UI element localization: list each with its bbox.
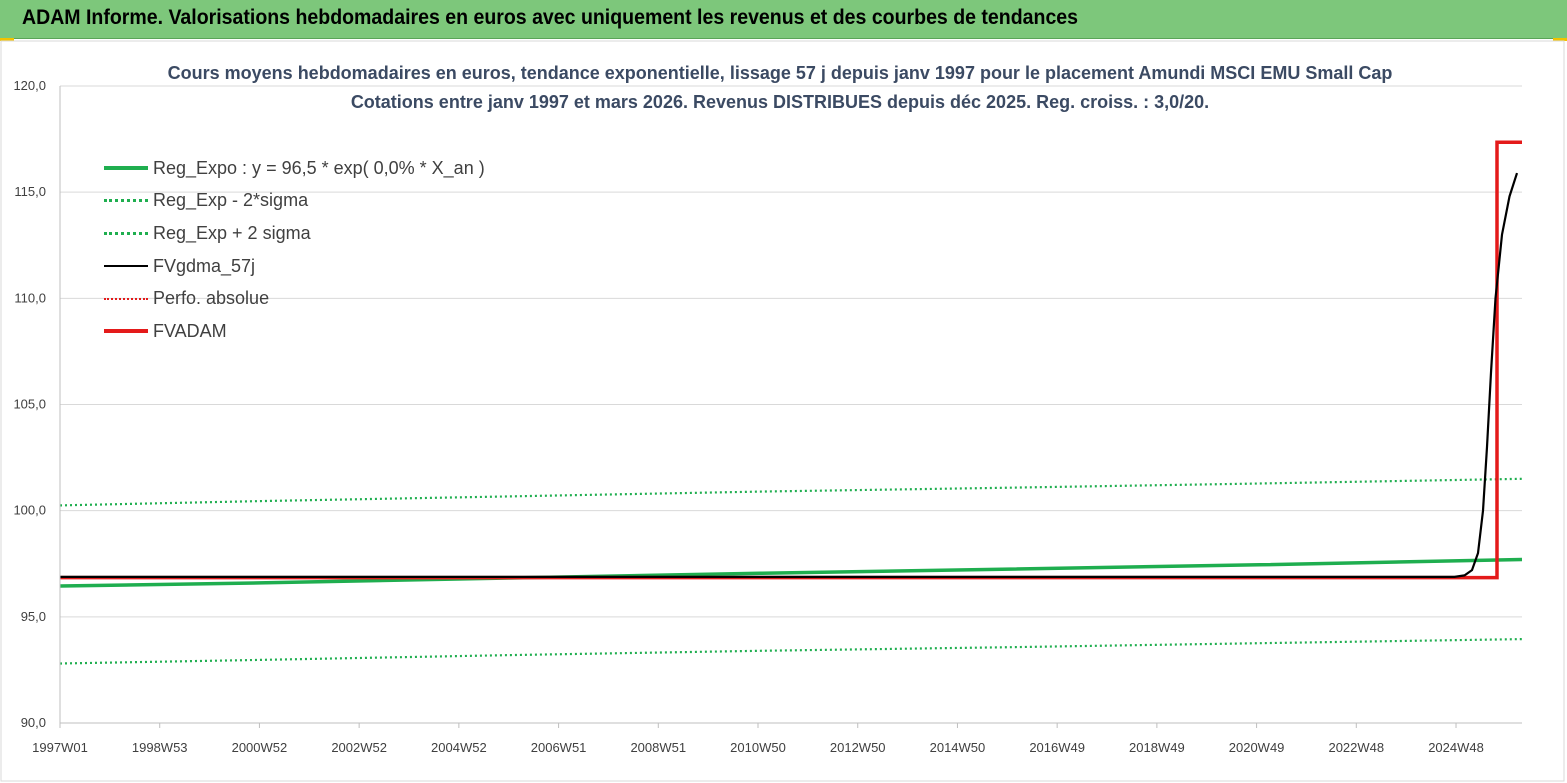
y-tick-label: 105,0 <box>13 397 46 412</box>
legend-item-perfo-absolue: Perfo. absolue <box>104 282 485 315</box>
legend-swatch <box>104 265 148 268</box>
legend-label: Reg_Exp + 2 sigma <box>153 222 311 243</box>
x-tick-label: 2006W51 <box>531 740 587 755</box>
legend-swatch <box>104 231 148 235</box>
legend-swatch <box>104 166 148 171</box>
report-title: ADAM Informe. Valorisations hebdomadaire… <box>22 6 1079 29</box>
legend-item-fvgdma: FVgdma_57j <box>104 250 485 283</box>
axes: 90,0 95,0 100,0 105,0 110,0 115,0 120,0 1997W01… <box>13 78 1522 755</box>
legend-swatch <box>104 297 148 300</box>
legend-item-reg-expo: Reg_Expo : y = 96,5 * exp( 0,0% * X_an ) <box>104 152 485 185</box>
x-tick-label: 1997W01 <box>32 740 88 755</box>
legend-swatch <box>104 199 148 203</box>
legend-item-fvadam: FVADAM <box>104 315 485 348</box>
x-tick-label: 2004W52 <box>431 740 487 755</box>
x-tick-label: 2016W49 <box>1029 740 1085 755</box>
x-tick-label: 2008W51 <box>630 740 686 755</box>
x-tick-label: 2014W50 <box>930 740 986 755</box>
y-tick-label: 100,0 <box>13 503 46 518</box>
legend-item-reg-exp-minus: Reg_Exp - 2*sigma <box>104 185 485 218</box>
x-tick-label: 2000W52 <box>232 740 288 755</box>
corner-mark-right <box>1553 38 1567 41</box>
legend-label: FVgdma_57j <box>153 255 256 276</box>
x-tick-label: 2018W49 <box>1129 740 1185 755</box>
legend-swatch <box>104 329 148 334</box>
chart-title: Cours moyens hebdomadaires en euros, ten… <box>167 63 1393 83</box>
chart-subtitle: Cotations entre janv 1997 et mars 2026. … <box>350 92 1210 112</box>
chart-legend: Reg_Expo : y = 96,5 * exp( 0,0% * X_an )… <box>104 152 485 348</box>
legend-label: Reg_Expo : y = 96,5 * exp( 0,0% * X_an ) <box>153 157 485 178</box>
legend-label: FVADAM <box>153 320 227 341</box>
x-tick-label: 2020W49 <box>1229 740 1285 755</box>
y-tick-label: 115,0 <box>14 184 46 199</box>
legend-item-reg-exp-plus: Reg_Exp + 2 sigma <box>104 217 485 250</box>
report-banner: ADAM Informe. Valorisations hebdomadaire… <box>0 0 1567 39</box>
legend-label: Perfo. absolue <box>153 288 270 309</box>
y-tick-label: 120,0 <box>13 78 46 93</box>
x-tick-label: 2012W50 <box>830 740 886 755</box>
y-tick-label: 110,0 <box>14 290 46 305</box>
series-line <box>59 557 1523 588</box>
x-tick-label: 2002W52 <box>331 740 387 755</box>
x-tick-label: 2010W50 <box>730 740 786 755</box>
x-tick-label: 2024W48 <box>1428 740 1484 755</box>
x-tick-label: 1998W53 <box>132 740 188 755</box>
y-tick-label: 95,0 <box>21 609 46 624</box>
series-line <box>60 172 1519 579</box>
corner-mark-left <box>0 38 14 41</box>
legend-label: Reg_Exp - 2*sigma <box>153 190 309 211</box>
x-tick-label: 2022W48 <box>1328 740 1384 755</box>
y-tick-label: 90,0 <box>21 715 46 730</box>
chart-area <box>0 40 1565 782</box>
series-group <box>59 140 1523 665</box>
